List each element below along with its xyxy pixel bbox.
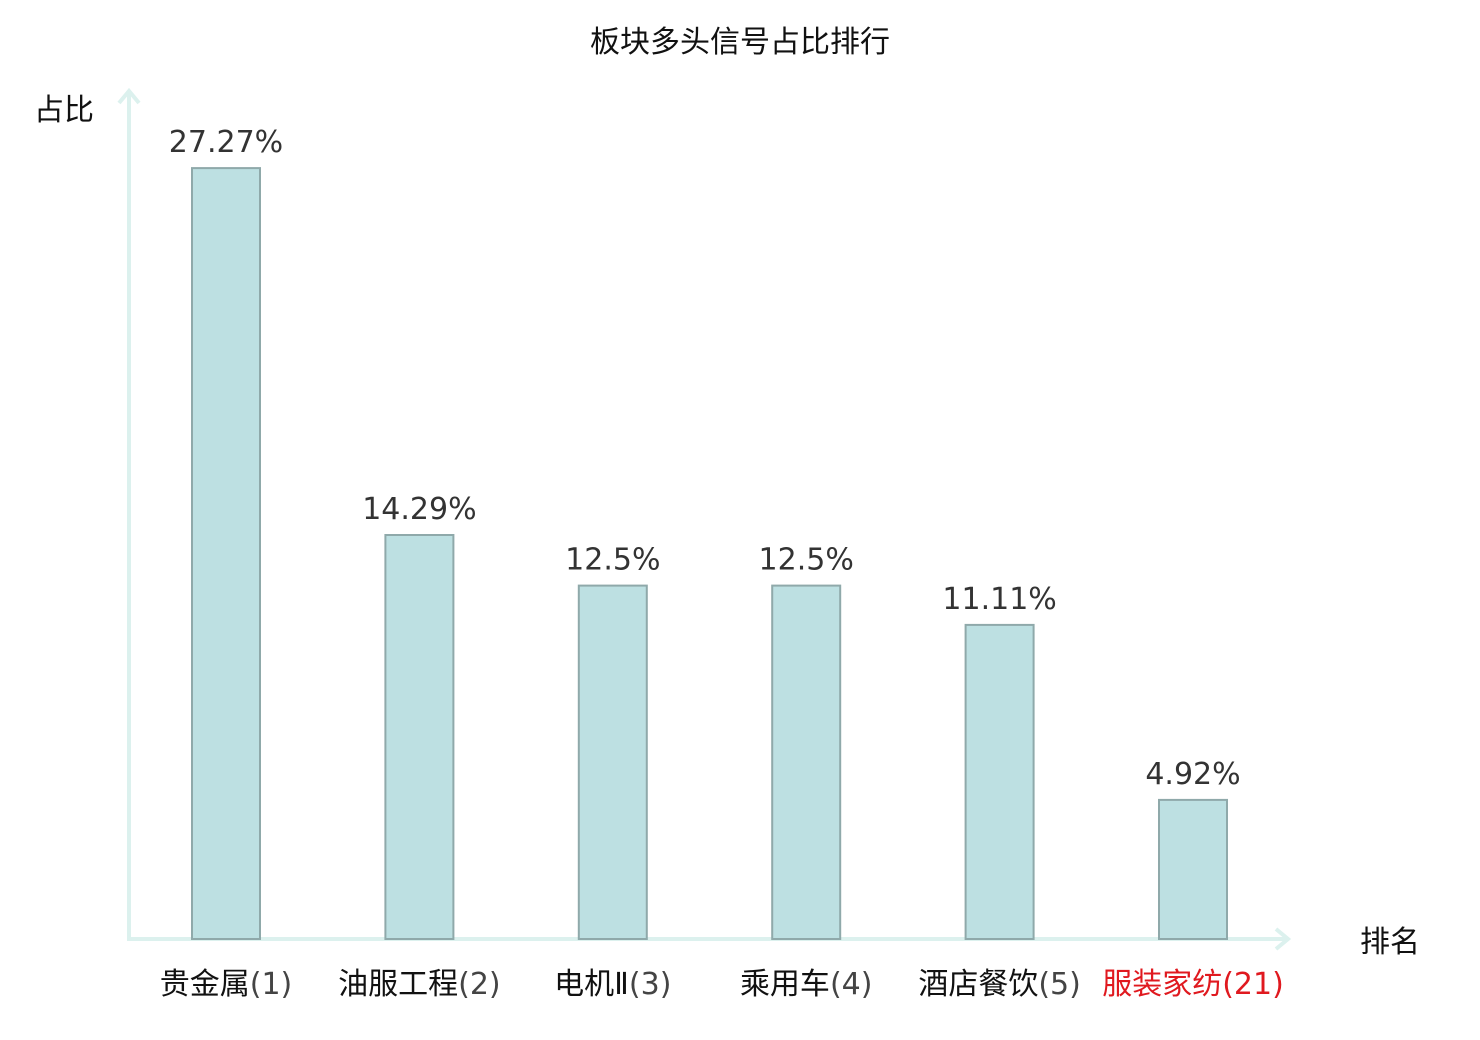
category-rank-3: (3)	[629, 967, 672, 1002]
value-label-3: 12.5%	[565, 543, 660, 578]
category-label-2: 油服工程(2)	[338, 967, 501, 1002]
bar-2	[384, 534, 455, 940]
value-label-5: 11.11%	[942, 582, 1056, 617]
category-name-1: 贵金属	[160, 967, 250, 1002]
category-name-3: 电机Ⅱ	[554, 967, 629, 1002]
value-label-6: 4.92%	[1145, 757, 1240, 792]
category-rank-1: (1)	[250, 967, 293, 1002]
category-label-1: 贵金属(1)	[160, 967, 293, 1002]
bars-group	[191, 167, 1228, 941]
chart-title: 板块多头信号占比排行	[590, 25, 890, 60]
category-name-2: 油服工程	[338, 967, 458, 1002]
bar-3	[577, 584, 648, 940]
value-label-1: 27.27%	[169, 125, 283, 160]
value-label-2: 14.29%	[362, 492, 476, 527]
value-label-4: 12.5%	[759, 543, 854, 578]
category-label-3: 电机Ⅱ(3)	[554, 967, 671, 1002]
y-axis-label: 占比	[34, 93, 94, 128]
bar-6	[1158, 798, 1228, 941]
bar-5	[964, 623, 1035, 941]
category-name-6: 服装家纺	[1102, 967, 1222, 1002]
category-rank-4: (4)	[830, 967, 873, 1002]
category-rank-2: (2)	[458, 967, 501, 1002]
bar-4	[771, 584, 842, 940]
category-name-4: 乘用车	[740, 967, 830, 1002]
bar-1	[191, 167, 261, 941]
category-label-6: 服装家纺(21)	[1102, 967, 1284, 1002]
x-axis-label: 排名	[1360, 925, 1420, 960]
category-rank-6: (21)	[1222, 967, 1284, 1002]
category-label-5: 酒店餐饮(5)	[918, 967, 1081, 1002]
x-axis-arrow	[1274, 927, 1292, 951]
category-name-5: 酒店餐饮	[918, 967, 1038, 1002]
value-labels-group: 27.27% 14.29% 12.5% 12.5% 11.11% 4.92%	[169, 125, 1241, 792]
category-label-4: 乘用车(4)	[740, 967, 873, 1002]
category-rank-5: (5)	[1038, 967, 1081, 1002]
category-labels-group: 贵金属(1) 油服工程(2) 电机Ⅱ(3) 乘用车(4) 酒店餐饮(5) 服装家纺(21)	[160, 967, 1284, 1002]
